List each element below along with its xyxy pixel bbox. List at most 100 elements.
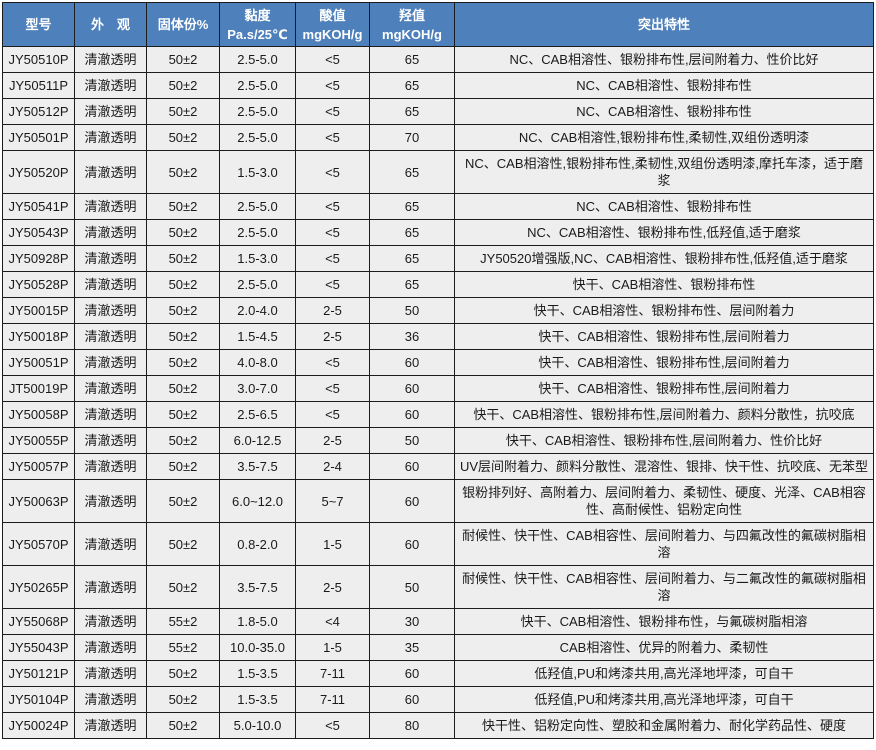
- cell-viscosity: 1.5-3.5: [219, 686, 296, 713]
- table-row: JY50520P 清澈透明 50±2 1.5-3.0 <5 65 NC、CAB相溶性,银粉排…: [2, 150, 874, 194]
- cell-hydroxyl: 60: [369, 375, 455, 402]
- table-row: JY55068P 清澈透明 55±2 1.8-5.0 <4 30 快干、CAB相溶性、银粉排…: [2, 608, 874, 635]
- table-row: JY50510P 清澈透明 50±2 2.5-5.0 <5 65 NC、CAB相溶性、银粉排…: [2, 46, 874, 73]
- col-header-hydroxyl-value-unit: mgKOH/g: [382, 26, 442, 42]
- cell-model: JY50511P: [2, 72, 75, 99]
- cell-appearance: 清澈透明: [74, 522, 147, 566]
- cell-hydroxyl: 70: [369, 124, 455, 151]
- cell-acid: 7-11: [295, 686, 370, 713]
- cell-hydroxyl: 60: [369, 349, 455, 376]
- cell-acid: 7-11: [295, 660, 370, 687]
- cell-viscosity: 3.5-7.5: [219, 565, 296, 609]
- cell-acid: 1-5: [295, 522, 370, 566]
- cell-hydroxyl: 60: [369, 686, 455, 713]
- cell-solid: 50±2: [146, 98, 220, 125]
- cell-solid: 50±2: [146, 427, 220, 454]
- cell-solid: 50±2: [146, 565, 220, 609]
- table-row: JY55043P 清澈透明 55±2 10.0-35.0 1-5 35 CAB相溶性、优异的…: [2, 634, 874, 661]
- cell-model: JY50024P: [2, 712, 75, 739]
- cell-appearance: 清澈透明: [74, 349, 147, 376]
- cell-features: 快干、CAB相溶性、银粉排布性,层间附着力: [454, 323, 874, 350]
- cell-features: 快干性、铝粉定向性、塑胶和金属附着力、耐化学药品性、硬度: [454, 712, 874, 739]
- cell-appearance: 清澈透明: [74, 245, 147, 272]
- cell-hydroxyl: 60: [369, 401, 455, 428]
- cell-acid: <5: [295, 193, 370, 220]
- col-header-acid-value: 酸值 mgKOH/g: [295, 2, 370, 47]
- cell-appearance: 清澈透明: [74, 98, 147, 125]
- col-header-model: 型号: [2, 2, 75, 47]
- col-header-viscosity-unit: Pa.s/25℃: [227, 26, 288, 42]
- cell-model: JY50265P: [2, 565, 75, 609]
- cell-model: JY50510P: [2, 46, 75, 73]
- cell-features: NC、CAB相溶性,银粉排布性,柔韧性,双组份透明漆,摩托车漆，适于磨浆: [454, 150, 874, 194]
- cell-acid: <5: [295, 46, 370, 73]
- col-header-features: 突出特性: [454, 2, 874, 47]
- cell-solid: 55±2: [146, 608, 220, 635]
- cell-solid: 50±2: [146, 297, 220, 324]
- cell-appearance: 清澈透明: [74, 271, 147, 298]
- cell-viscosity: 10.0-35.0: [219, 634, 296, 661]
- cell-features: 耐候性、快干性、CAB相容性、层间附着力、与二氟改性的氟碳树脂相溶: [454, 565, 874, 609]
- cell-features: 低羟值,PU和烤漆共用,高光泽地坪漆，可自干: [454, 660, 874, 687]
- cell-acid: <4: [295, 608, 370, 635]
- cell-features: JY50520增强版,NC、CAB相溶性、银粉排布性,低羟值,适于磨浆: [454, 245, 874, 272]
- cell-model: JY50055P: [2, 427, 75, 454]
- cell-appearance: 清澈透明: [74, 150, 147, 194]
- cell-model: JY50928P: [2, 245, 75, 272]
- col-header-solid-content: 固体份%: [146, 2, 220, 47]
- cell-solid: 55±2: [146, 634, 220, 661]
- cell-acid: <5: [295, 245, 370, 272]
- cell-acid: 2-5: [295, 427, 370, 454]
- cell-acid: <5: [295, 375, 370, 402]
- cell-hydroxyl: 36: [369, 323, 455, 350]
- cell-viscosity: 1.5-3.0: [219, 245, 296, 272]
- cell-acid: <5: [295, 349, 370, 376]
- table-row: JY50528P 清澈透明 50±2 2.5-5.0 <5 65 快干、CAB相溶性、银粉排…: [2, 271, 874, 298]
- cell-solid: 50±2: [146, 72, 220, 99]
- cell-acid: 2-4: [295, 453, 370, 480]
- cell-acid: <5: [295, 271, 370, 298]
- table-row: JY50501P 清澈透明 50±2 2.5-5.0 <5 70 NC、CAB相溶性,银粉排…: [2, 124, 874, 151]
- header-row: 型号 外 观 固体份% 黏度 Pa.s/25℃ 酸值 mgKOH/g 羟值: [2, 2, 874, 47]
- cell-model: JY50063P: [2, 479, 75, 523]
- cell-viscosity: 2.5-5.0: [219, 72, 296, 99]
- cell-hydroxyl: 30: [369, 608, 455, 635]
- cell-model: JY50121P: [2, 660, 75, 687]
- table-row: JY50512P 清澈透明 50±2 2.5-5.0 <5 65 NC、CAB相溶性、银粉排…: [2, 98, 874, 125]
- cell-appearance: 清澈透明: [74, 193, 147, 220]
- cell-viscosity: 6.0-12.5: [219, 427, 296, 454]
- cell-appearance: 清澈透明: [74, 323, 147, 350]
- cell-hydroxyl: 65: [369, 193, 455, 220]
- cell-acid: <5: [295, 150, 370, 194]
- cell-acid: <5: [295, 98, 370, 125]
- cell-viscosity: 6.0~12.0: [219, 479, 296, 523]
- cell-appearance: 清澈透明: [74, 72, 147, 99]
- cell-model: JY50057P: [2, 453, 75, 480]
- cell-hydroxyl: 50: [369, 297, 455, 324]
- cell-features: 低羟值,PU和烤漆共用,高光泽地坪漆，可自干: [454, 686, 874, 713]
- col-header-hydroxyl-value: 羟值 mgKOH/g: [369, 2, 455, 47]
- cell-model: JY50570P: [2, 522, 75, 566]
- cell-viscosity: 2.5-5.0: [219, 193, 296, 220]
- cell-features: 耐候性、快干性、CAB相容性、层间附着力、与四氟改性的氟碳树脂相溶: [454, 522, 874, 566]
- cell-appearance: 清澈透明: [74, 427, 147, 454]
- cell-appearance: 清澈透明: [74, 375, 147, 402]
- cell-hydroxyl: 60: [369, 660, 455, 687]
- table-row: JY50024P 清澈透明 50±2 5.0-10.0 <5 80 快干性、铝粉定向性、塑胶…: [2, 712, 874, 739]
- table-row: JY50104P 清澈透明 50±2 1.5-3.5 7-11 60 低羟值,PU和烤漆共用…: [2, 686, 874, 713]
- cell-hydroxyl: 65: [369, 46, 455, 73]
- cell-viscosity: 2.5-5.0: [219, 271, 296, 298]
- col-header-model-label: 型号: [25, 17, 52, 32]
- col-header-viscosity: 黏度 Pa.s/25℃: [219, 2, 296, 47]
- cell-model: JY50051P: [2, 349, 75, 376]
- cell-features: UV层间附着力、颜料分散性、混溶性、银排、快干性、抗咬底、无苯型: [454, 453, 874, 480]
- product-spec-table: 型号 外 观 固体份% 黏度 Pa.s/25℃ 酸值 mgKOH/g 羟值: [2, 2, 874, 739]
- cell-appearance: 清澈透明: [74, 297, 147, 324]
- cell-hydroxyl: 65: [369, 271, 455, 298]
- cell-viscosity: 2.5-5.0: [219, 46, 296, 73]
- table-row: JY50055P 清澈透明 50±2 6.0-12.5 2-5 50 快干、CAB相溶性、银…: [2, 427, 874, 454]
- cell-model: JY55043P: [2, 634, 75, 661]
- table-row: JT50019P 清澈透明 50±2 3.0-7.0 <5 60 快干、CAB相溶性、银粉排…: [2, 375, 874, 402]
- table-row: JY50265P 清澈透明 50±2 3.5-7.5 2-5 50 耐候性、快干性、CAB相…: [2, 565, 874, 609]
- cell-features: 快干、CAB相溶性、银粉排布性，与氟碳树脂相溶: [454, 608, 874, 635]
